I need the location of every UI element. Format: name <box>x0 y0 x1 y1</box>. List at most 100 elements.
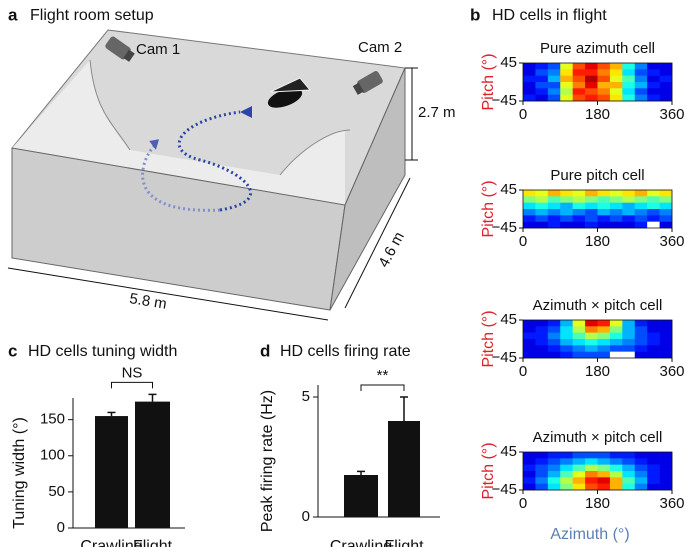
heatmap-cell <box>560 190 573 197</box>
heatmap-cell <box>597 215 611 222</box>
heatmap-cell <box>622 215 636 222</box>
x-tick-label: 180 <box>585 106 610 123</box>
heatmap-cell <box>585 320 598 327</box>
heatmap-cell <box>535 339 549 346</box>
heatmap-cell <box>560 452 573 459</box>
heatmap-cell <box>523 196 536 203</box>
heatmap-cell <box>560 345 573 352</box>
heatmap-cell <box>523 202 536 210</box>
heatmap-cell <box>659 339 673 346</box>
heatmap-cell <box>560 209 573 216</box>
x-tick-label: 360 <box>659 106 684 123</box>
heatmap-cell <box>634 452 648 459</box>
heatmap-cell <box>535 88 549 95</box>
heatmap-cell <box>659 202 673 210</box>
y-tick-label: 45 <box>500 54 517 71</box>
heatmap-cell <box>547 82 561 89</box>
heatmap-cell <box>659 477 673 484</box>
heatmap-cell <box>547 345 561 352</box>
heatmap-cell <box>622 69 636 76</box>
heatmap-cell <box>572 196 586 203</box>
heatmap-cell <box>535 69 549 76</box>
x-tick-label: 360 <box>659 495 684 512</box>
heatmap-cell <box>535 320 549 327</box>
heatmap-cell <box>609 215 623 222</box>
heatmap-cell <box>585 215 598 222</box>
heatmap-cell <box>647 320 660 327</box>
heatmap-cell <box>547 332 561 340</box>
heatmap-cell <box>597 221 611 229</box>
heatmap-cell <box>547 69 561 76</box>
heatmap-cell <box>647 82 660 89</box>
x-tick-label: Flight <box>384 538 424 547</box>
heatmap-cell <box>597 209 611 216</box>
heatmap-cell <box>523 215 536 222</box>
heatmap-cell <box>647 63 660 70</box>
heatmap-cell <box>547 221 561 229</box>
heatmap-cell <box>535 75 549 83</box>
heatmap-cell <box>609 351 623 359</box>
heatmap-cell <box>535 477 549 484</box>
heatmap-cell <box>585 75 598 83</box>
heatmap-cell <box>634 351 648 359</box>
heatmap-cell <box>597 69 611 76</box>
panel-title: HD cells in flight <box>492 7 607 24</box>
heatmap-cell <box>535 221 549 229</box>
x-tick-label: 180 <box>585 363 610 380</box>
y-tick-label: −45 <box>492 349 517 366</box>
y-axis-label: Pitch (°) <box>480 53 497 110</box>
heatmap-cell <box>560 221 573 229</box>
heatmap-cell <box>585 345 598 352</box>
heatmap-cell <box>585 221 598 229</box>
y-tick-label: −45 <box>492 219 517 236</box>
heatmap-cell <box>609 190 623 197</box>
heatmap-cell <box>647 339 660 346</box>
heatmap-cell <box>585 452 598 459</box>
heatmap-cell <box>523 339 536 346</box>
x-tick-label: 360 <box>659 233 684 250</box>
heatmap-cell <box>535 471 549 478</box>
heatmap-cell <box>634 483 648 491</box>
heatmap-cell <box>523 63 536 70</box>
heatmap-cell <box>572 190 586 197</box>
bar <box>388 421 420 517</box>
significance-bracket <box>111 381 153 389</box>
heatmap-cell <box>597 351 611 359</box>
heatmap-cell <box>659 320 673 327</box>
heatmap-cell <box>609 82 623 89</box>
heatmap-cell <box>560 69 573 76</box>
heatmap-cell <box>597 94 611 102</box>
y-tick-label: 45 <box>500 311 517 328</box>
heatmap-cell <box>609 88 623 95</box>
heatmap-cell <box>622 221 636 229</box>
heatmap-cell <box>572 221 586 229</box>
heatmap-cell <box>560 320 573 327</box>
heatmap-cell <box>560 351 573 359</box>
heatmap-cell <box>647 483 660 491</box>
heatmap-cell <box>547 326 561 333</box>
heatmap-cell <box>609 320 623 327</box>
heatmap-cell <box>659 326 673 333</box>
chart-title: Pure pitch cell <box>550 167 644 184</box>
heatmap-cell <box>535 202 549 210</box>
heatmap-cell <box>609 94 623 102</box>
panel-title: HD cells firing rate <box>280 343 411 360</box>
heatmap-cell <box>523 458 536 465</box>
dimension-label: 5.8 m <box>128 290 168 313</box>
y-tick-label: 0 <box>57 519 65 536</box>
heatmap-cell <box>622 471 636 478</box>
heatmap-cell <box>659 209 673 216</box>
heatmap-cell <box>523 69 536 76</box>
heatmap-cell <box>585 202 598 210</box>
heatmap-cell <box>634 94 648 102</box>
x-tick-label: 180 <box>585 495 610 512</box>
heatmap-cell <box>634 320 648 327</box>
panel-title: HD cells tuning width <box>28 343 177 360</box>
heatmap-cell <box>535 196 549 203</box>
heatmap-cell <box>659 94 673 102</box>
x-tick-label: 0 <box>519 495 527 512</box>
bar <box>135 401 170 528</box>
heatmap-cell <box>597 75 611 83</box>
heatmap-cell <box>634 69 648 76</box>
heatmap-cell <box>572 63 586 70</box>
